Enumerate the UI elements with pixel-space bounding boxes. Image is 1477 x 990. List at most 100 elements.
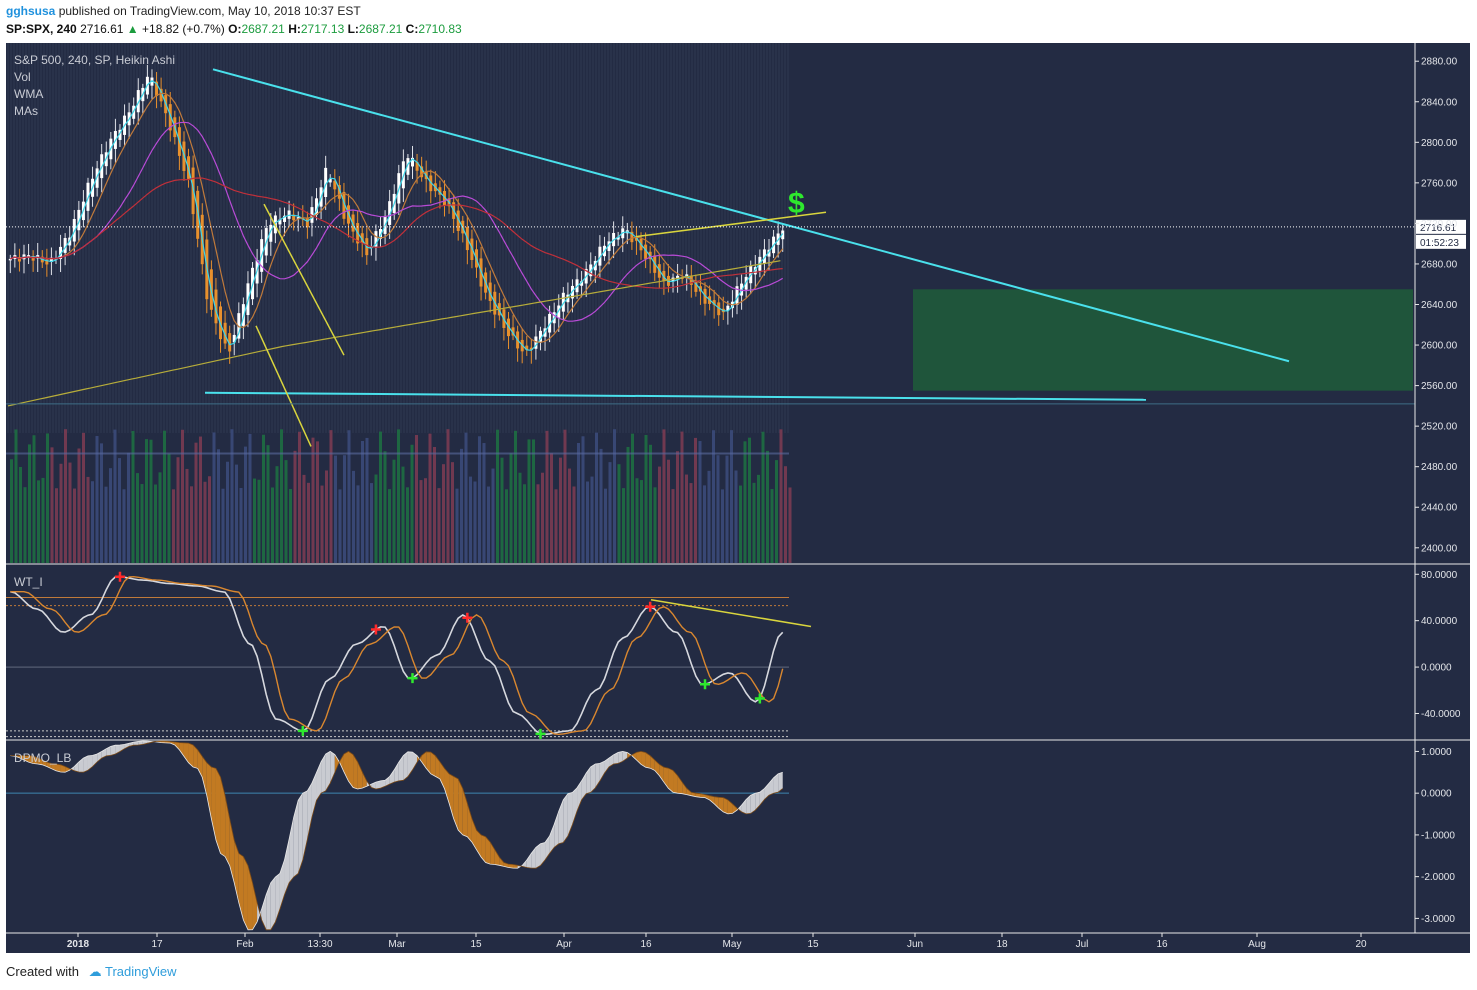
dpmo-fill [563, 793, 568, 843]
dpmo-fill [709, 795, 715, 804]
candle-body [634, 237, 638, 241]
volume-bar [226, 461, 229, 563]
candle-body [538, 330, 542, 343]
dpmo-fill [74, 762, 79, 773]
volume-bar [239, 488, 243, 563]
tradingview-link[interactable]: TradingView [105, 964, 177, 979]
volume-bar [482, 443, 486, 563]
volume-bar [190, 486, 193, 563]
volume-bar [86, 476, 90, 563]
dpmo-fill [778, 772, 783, 793]
volume-bar [577, 443, 580, 563]
dpmo-fill [55, 763, 61, 773]
dpmo-fill [252, 882, 258, 930]
dpmo-fill [357, 761, 363, 789]
volume-bar [248, 433, 252, 563]
dpmo-fill [673, 770, 678, 794]
last-price: 2716.61 [80, 22, 124, 36]
dpmo-fill [65, 766, 70, 773]
volume-bar [136, 473, 139, 563]
volume-bar [302, 474, 306, 563]
legend-wma: WMA [14, 87, 43, 101]
candle-body [223, 322, 227, 344]
volume-bar [374, 474, 378, 563]
volume-bar [392, 459, 396, 563]
candle-body [580, 281, 584, 286]
wt-cross-marker [407, 673, 418, 684]
dpmo-fill [206, 762, 212, 819]
dpmo-pane[interactable] [6, 740, 789, 931]
volume-bar [694, 437, 697, 563]
volume-bar [365, 437, 369, 563]
candle-body [406, 158, 410, 175]
volume-bar [10, 459, 13, 563]
dpmo-fill [193, 744, 198, 769]
low-label: L: [347, 22, 359, 36]
dpmo-fill [618, 751, 623, 764]
dpmo-title: DPMO_LB [14, 751, 71, 765]
dpmo-fill [540, 842, 546, 866]
candle-body [529, 347, 533, 350]
dpmo-fill [28, 755, 34, 764]
dpmo-tick-label: 1.0000 [1421, 747, 1452, 758]
dpmo-fill [659, 764, 664, 783]
dpmo-fill [554, 811, 559, 848]
volume-bar [451, 462, 454, 563]
close-value: 2710.83 [418, 22, 462, 36]
dpmo-fill [467, 803, 472, 843]
dpmo-fill [727, 799, 733, 814]
volume-bar [217, 449, 220, 563]
dpmo-fill [641, 751, 646, 768]
dpmo-fill [398, 755, 404, 781]
volume-bar [559, 457, 562, 563]
dpmo-fill [481, 834, 486, 863]
dpmo-fill [531, 847, 536, 869]
price-pane[interactable] [6, 43, 1415, 563]
volume-bar [676, 451, 679, 563]
volume-bar [379, 431, 382, 563]
volume-bar [352, 470, 355, 563]
dpmo-fill [773, 773, 779, 794]
wt-pane[interactable] [6, 571, 812, 739]
symbol-label: SP:SPX, 240 [6, 22, 77, 36]
candle-body [525, 345, 529, 350]
dpmo-fill [718, 797, 724, 812]
volume-bar [194, 442, 198, 563]
volume-bar [388, 489, 391, 563]
dpmo-fill [741, 799, 747, 814]
volume-bar [257, 479, 261, 563]
dpmo-fill [746, 795, 751, 814]
volume-bar [743, 441, 747, 563]
volume-bar [563, 429, 567, 563]
dpmo-tick-label: -3.0000 [1421, 914, 1455, 925]
volume-bar [716, 455, 720, 563]
volume-bar [316, 441, 319, 563]
y-tick-label: 2880.00 [1421, 57, 1458, 68]
candle-body [781, 230, 785, 240]
volume-bar [325, 470, 328, 563]
publish-text: published on TradingView.com, May 10, 20… [58, 4, 361, 18]
legend-vol: Vol [14, 70, 31, 84]
volume-bar [253, 478, 256, 563]
candle-body [278, 219, 282, 225]
candle-body [155, 81, 159, 97]
username-link[interactable]: gghsusa [6, 4, 56, 18]
wma-line [10, 80, 784, 351]
dpmo-fill [174, 742, 180, 750]
dpmo-fill [389, 769, 395, 785]
dpmo-fill [375, 780, 381, 789]
dpmo-tick-label: 0.0000 [1421, 789, 1452, 800]
candle-body [324, 167, 328, 197]
candle-body [694, 280, 698, 292]
volume-bar [721, 489, 724, 563]
volume-bar [122, 489, 126, 563]
dpmo-fill [705, 794, 710, 800]
dpmo-fill [394, 762, 399, 783]
volume-bar [37, 480, 40, 563]
chart-canvas[interactable]: 2716.61 01:52:23 2880.00 2840.00 2800.00 2760… [6, 43, 1470, 953]
volume-bar [77, 448, 81, 563]
volume-bar [464, 432, 468, 563]
volume-bar [626, 446, 630, 563]
volume-bar [460, 448, 463, 563]
wt-cross-marker [114, 571, 125, 582]
